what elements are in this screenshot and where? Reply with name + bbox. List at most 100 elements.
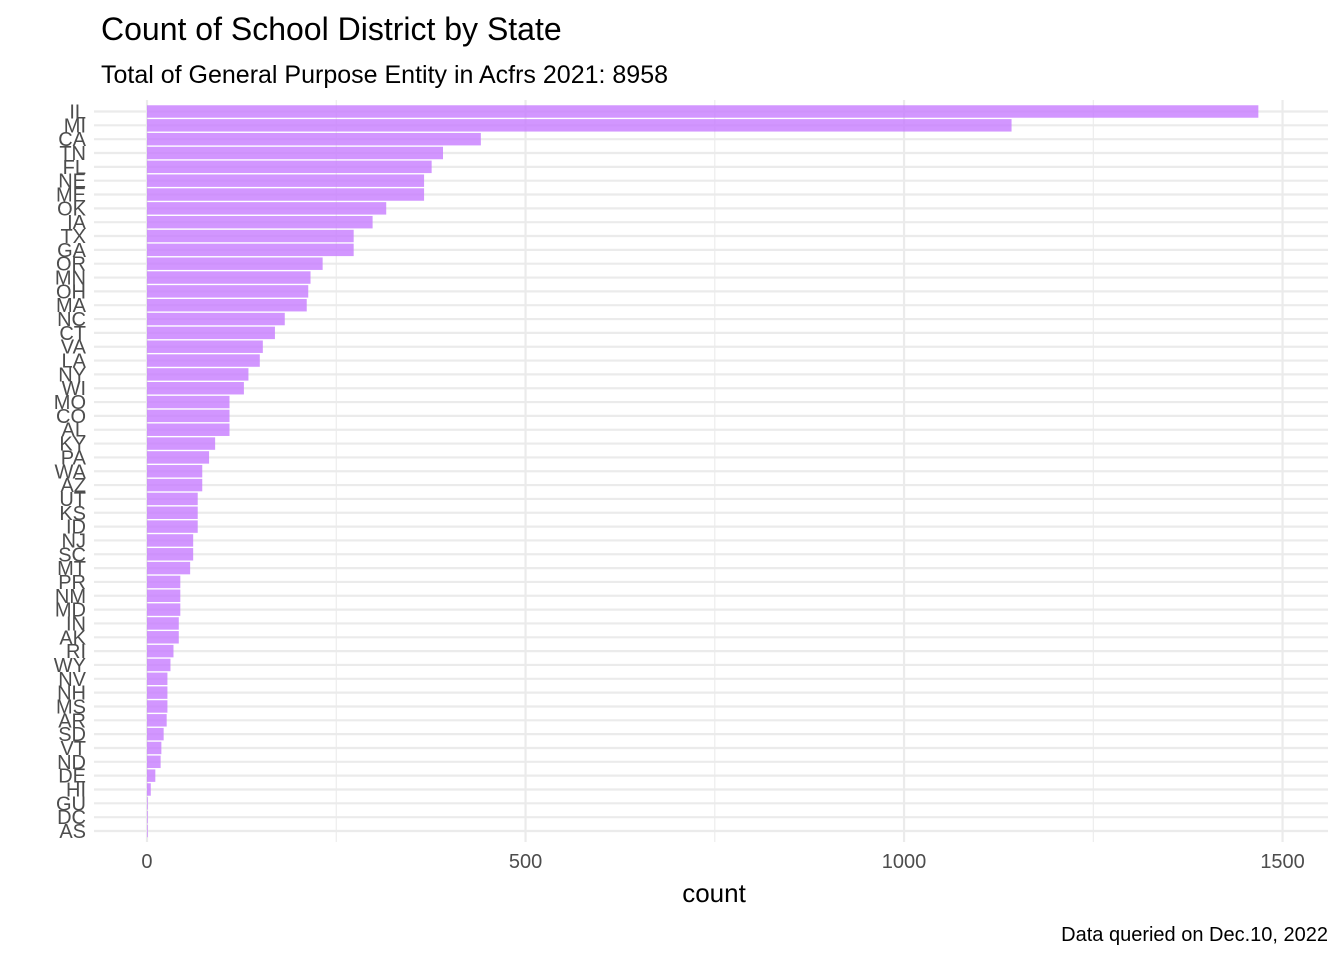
bar-as <box>146 824 148 838</box>
y-tick-label: TN <box>59 143 86 165</box>
x-tick-label: 1500 <box>1260 851 1305 873</box>
bar-sd <box>146 727 164 741</box>
bar-ms <box>146 700 168 713</box>
bar-ma <box>146 298 307 312</box>
bar-hi <box>146 783 151 796</box>
bar-il <box>146 105 1259 118</box>
bar-vt <box>146 741 162 755</box>
y-axis-ticks: ILMICATNFLNEMEOKIATXGAORMNOHMANCCTVALANY… <box>54 102 87 844</box>
y-tick-label: WA <box>55 461 87 483</box>
bar-in <box>146 617 179 630</box>
bar-ca <box>146 132 481 146</box>
y-tick-label: MI <box>64 115 86 137</box>
bar-mo <box>146 395 230 409</box>
y-tick-label: VA <box>61 337 87 359</box>
y-tick-label: ME <box>56 185 86 207</box>
y-tick-label: VT <box>60 738 86 760</box>
y-tick-label: LA <box>62 351 87 373</box>
y-tick-label: IA <box>67 212 87 234</box>
y-tick-label: NY <box>58 364 86 386</box>
x-axis-title: count <box>682 878 746 908</box>
x-tick-label: 500 <box>509 851 542 873</box>
bar-ne <box>146 174 425 187</box>
bar-ok <box>146 202 387 215</box>
bar-ks <box>146 506 198 519</box>
bar-ct <box>146 326 275 340</box>
bar-or <box>146 257 323 270</box>
y-tick-label: NH <box>57 683 86 705</box>
y-tick-label: SD <box>58 724 86 746</box>
chart-subtitle: Total of General Purpose Entity in Acfrs… <box>101 61 668 89</box>
bar-wy <box>146 658 171 672</box>
bar-wi <box>146 382 244 395</box>
y-tick-label: AS <box>59 821 86 843</box>
y-tick-label: OH <box>56 281 86 303</box>
y-tick-label: NJ <box>62 530 86 552</box>
plot-area: ILMICATNFLNEMEOKIATXGAORMNOHMANCCTVALANY… <box>54 100 1328 873</box>
y-tick-label: MD <box>55 600 86 622</box>
y-tick-label: NM <box>55 586 86 608</box>
bar-pr <box>146 575 181 589</box>
y-tick-label: CT <box>59 323 86 345</box>
bar-nm <box>146 589 181 603</box>
y-tick-label: NE <box>58 171 86 193</box>
bar-ut <box>146 492 198 506</box>
y-tick-label: AR <box>58 710 86 732</box>
bar-dc <box>146 810 148 824</box>
bar-nh <box>146 686 168 699</box>
bar-gu <box>146 797 148 810</box>
chart-title: Count of School District by State <box>101 11 562 47</box>
y-tick-label: SC <box>58 544 86 566</box>
bar-va <box>146 340 263 353</box>
bar-me <box>146 188 425 201</box>
x-tick-label: 0 <box>141 851 152 873</box>
y-tick-label: TX <box>60 226 86 248</box>
y-tick-label: AK <box>59 627 86 649</box>
bar-ny <box>146 368 249 381</box>
y-tick-label: OK <box>57 198 87 220</box>
y-tick-label: MT <box>57 558 86 580</box>
bar-oh <box>146 285 309 298</box>
y-tick-label: PR <box>58 572 86 594</box>
bar-al <box>146 423 230 436</box>
y-tick-label: KS <box>59 503 86 525</box>
y-tick-label: IL <box>69 102 86 124</box>
y-tick-label: NV <box>58 669 86 691</box>
bar-co <box>146 409 230 423</box>
y-tick-label: KY <box>59 434 86 456</box>
bar-ky <box>146 437 216 450</box>
x-tick-label: 1000 <box>882 851 927 873</box>
y-tick-label: AL <box>62 420 86 442</box>
y-tick-label: WI <box>62 378 86 400</box>
bar-nj <box>146 534 194 547</box>
bar-nc <box>146 312 285 326</box>
bar-tn <box>146 146 444 160</box>
bar-de <box>146 769 156 782</box>
y-tick-label: WY <box>54 655 86 677</box>
y-tick-label: DC <box>57 807 86 829</box>
bar-la <box>146 354 260 367</box>
y-tick-label: MS <box>56 696 86 718</box>
bar-ia <box>146 215 373 229</box>
y-tick-label: ID <box>66 517 86 539</box>
y-tick-label: RI <box>66 641 86 663</box>
bar-ar <box>146 714 167 727</box>
bar-mn <box>146 271 311 284</box>
bar-pa <box>146 451 210 464</box>
bar-mt <box>146 561 191 575</box>
y-tick-label: GU <box>56 793 86 815</box>
y-tick-label: PA <box>61 447 87 469</box>
y-tick-label: CO <box>56 406 86 428</box>
bar-ri <box>146 644 174 658</box>
y-tick-label: HI <box>66 779 86 801</box>
y-tick-label: UT <box>59 489 86 511</box>
y-tick-label: MO <box>54 392 86 414</box>
bar-mi <box>146 119 1012 132</box>
bars <box>146 105 1259 838</box>
y-tick-label: ND <box>57 752 86 774</box>
y-tick-label: MN <box>55 268 86 290</box>
y-tick-label: AZ <box>60 475 86 497</box>
bar-tx <box>146 229 354 243</box>
y-tick-label: OR <box>56 254 86 276</box>
bar-ak <box>146 631 179 644</box>
